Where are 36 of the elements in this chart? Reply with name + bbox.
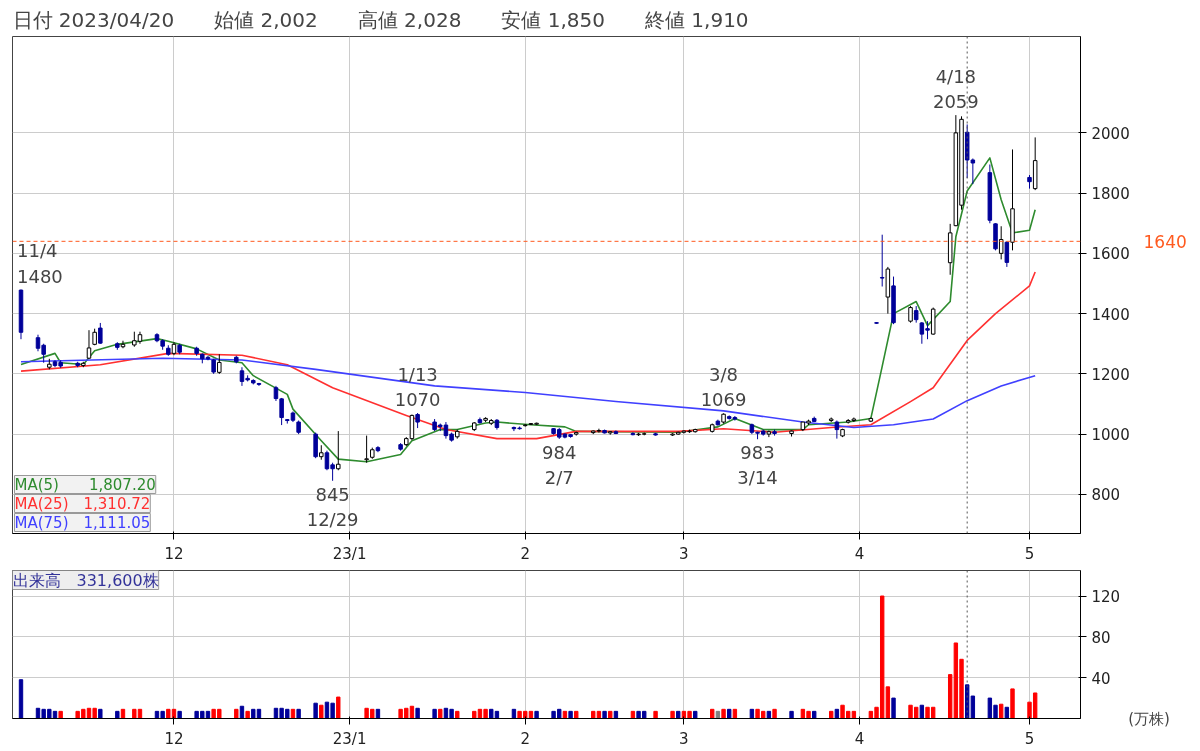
x-tick-label: 12 [164,544,184,563]
ref-line-label: 1640 [1143,231,1187,252]
x-tick-label: 12 [164,729,184,748]
x-tick-label: 4 [854,729,865,748]
y-tick-label: 120 [1091,588,1121,607]
x-tick-label: 2 [520,729,531,748]
x-tick-label: 2 [520,544,531,563]
y-tick-label: 1800 [1091,185,1130,204]
y-tick-label: 1200 [1091,365,1130,384]
x-tick-label: 5 [1024,729,1035,748]
x-tick-label: 23/1 [332,544,367,563]
y-tick-label: 40 [1091,669,1111,688]
chart-title: 出来高 331,600株 [12,570,159,590]
annotation: 11/4 1480 [17,240,63,287]
x-tick-label: 23/1 [332,729,367,748]
y-tick-label: 1600 [1091,245,1130,264]
y-tick-label: 800 [1091,486,1121,505]
annotation: 983 3/14 [737,442,778,489]
x-tick-label: 4 [854,544,865,563]
y-tick-label: 1000 [1091,426,1130,445]
text: MA(5) 1,807.20 [14,475,156,494]
x-tick-label: 3 [679,544,689,563]
x-tick-label: 5 [1024,544,1035,563]
y-tick-label: 1400 [1091,305,1130,324]
chart-title: 日付 2023/04/20 始値 2,002 高値 2,028 安値 1,850 終値 1,910 [12,7,749,32]
y-axis-title: (万株) [1128,709,1170,728]
y-tick-label: 2000 [1091,124,1130,143]
annotation: 1/13 1070 [394,363,441,411]
x-tick-label: 3 [679,729,689,748]
annotation: 3/8 1069 [700,364,747,411]
annotation: 4/18 2059 [932,65,979,113]
y-tick-label: 80 [1091,628,1111,647]
text: MA(75) 1,111.05 [14,513,151,532]
text: MA(25) 1,310.72 [14,494,151,513]
annotation: 984 2/7 [542,441,577,489]
annotation: 845 12/29 [306,483,359,530]
